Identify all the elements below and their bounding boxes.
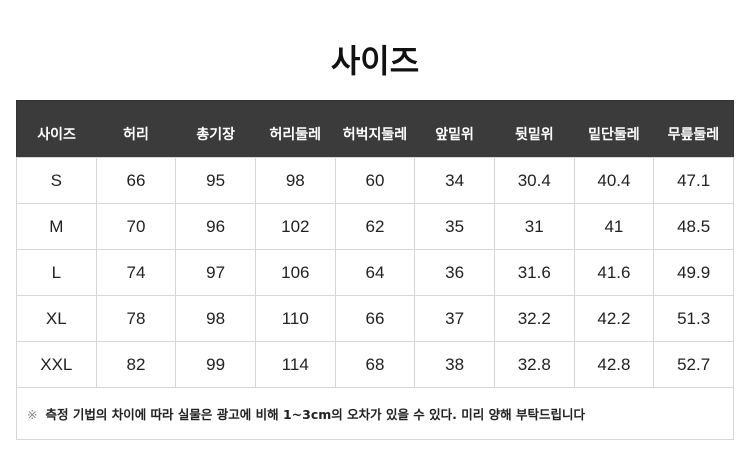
table-cell: 49.9	[653, 249, 734, 296]
table-cell: 106	[254, 249, 336, 296]
note-text: 측정 기법의 차이에 따라 실물은 광고에 비해 1~3cm의 오차가 있을 수…	[45, 407, 585, 422]
table-cell: 34	[414, 157, 495, 204]
table-row: S 66 95 98 60 34 30.4 40.4 47.1	[16, 157, 734, 204]
column-header: 허리	[96, 100, 176, 158]
column-header: 앞밑위	[414, 100, 495, 158]
table-cell: 78	[95, 295, 177, 342]
table-cell: 98	[175, 295, 256, 342]
column-header: 사이즈	[16, 100, 97, 158]
column-header: 밑단둘레	[574, 100, 654, 158]
table-cell: 114	[254, 341, 336, 388]
table-cell: 95	[175, 157, 256, 204]
table-cell: 110	[254, 295, 336, 342]
table-cell: 32.8	[493, 341, 575, 388]
table-cell: 42.2	[573, 295, 655, 342]
page-title: 사이즈	[330, 42, 420, 80]
table-cell: 70	[95, 203, 177, 250]
table-cell: 66	[334, 295, 416, 342]
table-cell: 102	[254, 203, 336, 250]
note-row: ※ 측정 기법의 차이에 따라 실물은 광고에 비해 1~3cm의 오차가 있을 …	[16, 387, 734, 440]
table-cell: 30.4	[493, 157, 575, 204]
table-cell: 68	[334, 341, 416, 388]
table-cell: 99	[175, 341, 256, 388]
table-row: M 70 96 102 62 35 31 41 48.5	[16, 203, 734, 250]
table-cell: 82	[95, 341, 177, 388]
column-header: 허리둘레	[255, 100, 336, 158]
table-row: XXL 82 99 114 68 38 32.8 42.8 52.7	[16, 341, 734, 388]
table-header-row: 사이즈 허리 총기장 허리둘레 허벅지둘레 앞밑위 뒷밑위 밑단둘레 무릎둘레	[16, 100, 734, 158]
table-cell: 48.5	[653, 203, 734, 250]
note-cell: ※ 측정 기법의 차이에 따라 실물은 광고에 비해 1~3cm의 오차가 있을 …	[16, 387, 734, 440]
table-cell: 32.2	[493, 295, 575, 342]
table-cell: 31.6	[493, 249, 575, 296]
table-cell: 40.4	[573, 157, 655, 204]
column-header: 총기장	[175, 100, 256, 158]
table-cell: 38	[414, 341, 495, 388]
size-table: 사이즈 허리 총기장 허리둘레 허벅지둘레 앞밑위 뒷밑위 밑단둘레 무릎둘레 S 66 95 98 6…	[16, 100, 734, 440]
note-mark-icon: ※	[27, 407, 38, 422]
table-row: XL 78 98 110 66 37 32.2 42.2 51.3	[16, 295, 734, 342]
table-cell: 41.6	[573, 249, 655, 296]
table-cell: 74	[95, 249, 177, 296]
column-header: 무릎둘레	[653, 100, 734, 158]
table-cell: 66	[95, 157, 177, 204]
table-cell: 41	[573, 203, 655, 250]
table-cell: 31	[493, 203, 575, 250]
table-cell: 35	[414, 203, 495, 250]
table-cell: 98	[254, 157, 336, 204]
table-cell: M	[16, 203, 97, 250]
table-cell: XL	[16, 295, 97, 342]
table-cell: 64	[334, 249, 416, 296]
table-cell: XXL	[16, 341, 97, 388]
table-cell: 97	[175, 249, 256, 296]
column-header: 뒷밑위	[494, 100, 575, 158]
table-cell: 60	[334, 157, 416, 204]
table-cell: S	[16, 157, 97, 204]
table-cell: 36	[414, 249, 495, 296]
table-cell: 62	[334, 203, 416, 250]
table-cell: L	[16, 249, 97, 296]
table-row: L 74 97 106 64 36 31.6 41.6 49.9	[16, 249, 734, 296]
table-cell: 47.1	[653, 157, 734, 204]
table-cell: 96	[175, 203, 256, 250]
table-cell: 52.7	[653, 341, 734, 388]
table-cell: 51.3	[653, 295, 734, 342]
table-cell: 42.8	[573, 341, 655, 388]
column-header: 허벅지둘레	[335, 100, 415, 158]
table-cell: 37	[414, 295, 495, 342]
